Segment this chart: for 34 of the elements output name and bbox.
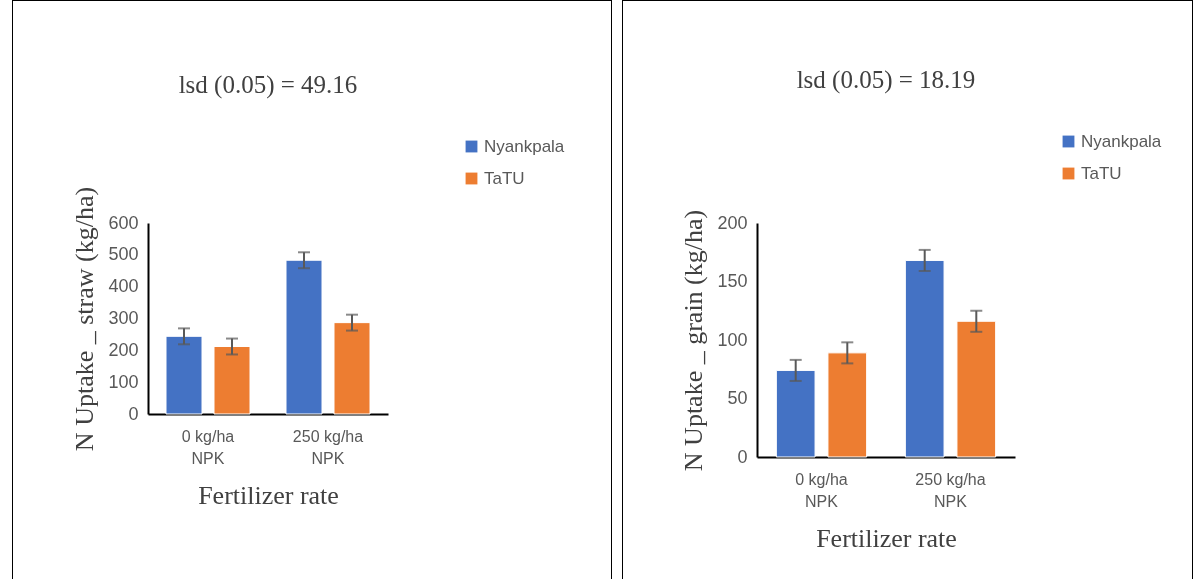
legend-label: Nyankpala xyxy=(1081,131,1162,151)
bar xyxy=(213,346,251,415)
y-tick-label: 400 xyxy=(108,276,139,297)
x-tick-label: 0 kg/ha NPK xyxy=(795,470,848,510)
y-tick-label: 100 xyxy=(108,371,139,392)
chart-title: lsd (0.05) = 49.16 xyxy=(178,71,358,99)
y-tick-label: 50 xyxy=(727,388,748,408)
y-tick-label: 0 xyxy=(128,403,139,424)
x-tick-label: 250 kg/ha NPK xyxy=(292,427,364,467)
x-tick-label: 250 kg/ha NPK xyxy=(915,470,986,510)
y-axis-title: N Uptake _ straw (kg/ha) xyxy=(70,186,100,452)
y-tick-label: 200 xyxy=(717,212,748,233)
y-tick-label: 600 xyxy=(108,212,139,233)
chart-title: lsd (0.05) = 18.19 xyxy=(796,66,976,94)
y-tick-label: 500 xyxy=(108,244,139,265)
y-tick-label: 100 xyxy=(717,329,748,350)
x-axis-title: Fertilizer rate xyxy=(816,523,957,553)
bar xyxy=(904,259,945,458)
bar xyxy=(956,320,997,458)
bar xyxy=(285,259,323,415)
legend-label: TaTU xyxy=(484,168,525,188)
legend-label: Nyankpala xyxy=(484,136,565,156)
y-tick-label: 200 xyxy=(108,339,139,360)
x-axis-title: Fertilizer rate xyxy=(198,480,339,510)
y-axis-title: N Uptake _ grain (kg/ha) xyxy=(679,209,709,472)
y-tick-label: 150 xyxy=(717,271,748,291)
bar xyxy=(333,322,371,415)
bar xyxy=(827,352,868,458)
bar xyxy=(775,369,816,458)
legend-label: TaTU xyxy=(1081,163,1122,183)
x-tick-label: 0 kg/ha NPK xyxy=(181,427,235,467)
y-tick-label: 300 xyxy=(108,308,139,328)
bar xyxy=(165,335,203,415)
y-tick-label: 0 xyxy=(737,446,748,467)
